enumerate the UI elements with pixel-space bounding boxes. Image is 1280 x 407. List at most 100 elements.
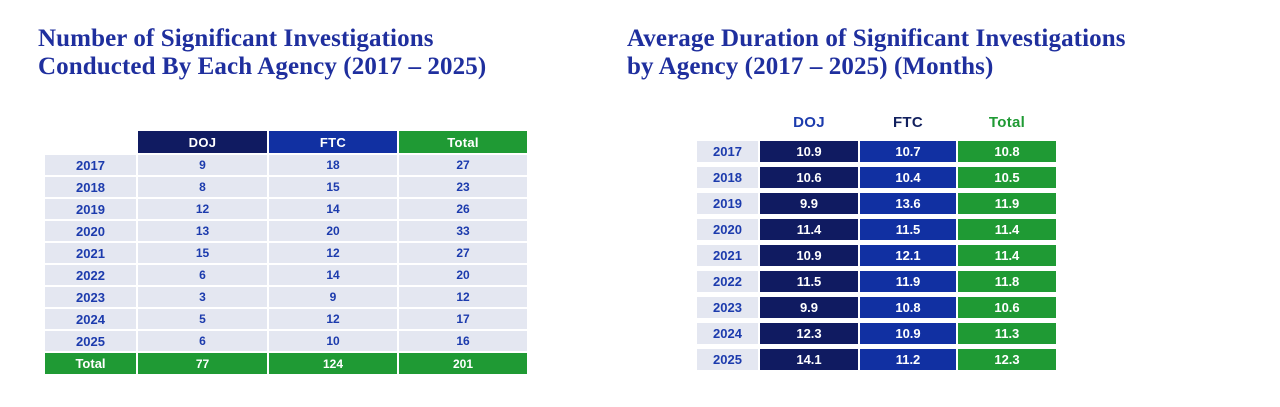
year-cell: 2025	[45, 331, 136, 351]
value-cell: 201	[399, 353, 527, 374]
table-row: 2023 9.9 10.8 10.6	[697, 297, 1056, 318]
value-cell: 12	[138, 199, 267, 219]
year-cell: 2019	[45, 199, 136, 219]
table-row: 2023 3 9 12	[45, 287, 527, 307]
value-cell: 33	[399, 221, 527, 241]
value-cell: 9.9	[760, 193, 858, 214]
year-cell: 2025	[697, 349, 758, 370]
year-cell: 2023	[697, 297, 758, 318]
table-row: 2022 11.5 11.9 11.8	[697, 271, 1056, 292]
doj-column-header: DOJ	[793, 113, 825, 131]
value-cell: 23	[399, 177, 527, 197]
year-cell: 2024	[697, 323, 758, 344]
year-cell: 2019	[697, 193, 758, 214]
year-cell: 2021	[697, 245, 758, 266]
table-row: 2020 11.4 11.5 11.4	[697, 219, 1056, 240]
value-cell: 10.5	[958, 167, 1056, 188]
value-cell: 9	[269, 287, 397, 307]
year-cell: Total	[45, 353, 136, 374]
value-cell: 20	[269, 221, 397, 241]
value-cell: 18	[269, 155, 397, 175]
value-cell: 11.2	[860, 349, 956, 370]
table-row: 2025 6 10 16	[45, 331, 527, 351]
value-cell: 13	[138, 221, 267, 241]
value-cell: 124	[269, 353, 397, 374]
year-cell: 2018	[45, 177, 136, 197]
table-row: 2021 15 12 27	[45, 243, 527, 263]
year-cell: 2017	[697, 141, 758, 162]
table-body: 2017 10.9 10.7 10.8 2018 10.6 10.4 10.5 2019 9.9 1…	[697, 141, 1056, 370]
header-spacer-cell	[45, 131, 136, 153]
table-row: 2024 5 12 17	[45, 309, 527, 329]
year-cell: 2020	[45, 221, 136, 241]
value-cell: 12	[269, 309, 397, 329]
table-row: 2024 12.3 10.9 11.3	[697, 323, 1056, 344]
value-cell: 11.8	[958, 271, 1056, 292]
value-cell: 16	[399, 331, 527, 351]
value-cell: 11.4	[760, 219, 858, 240]
value-cell: 12	[399, 287, 527, 307]
table-row: 2020 13 20 33	[45, 221, 527, 241]
table-row: 2021 10.9 12.1 11.4	[697, 245, 1056, 266]
table-row: 2017 10.9 10.7 10.8	[697, 141, 1056, 162]
table-row: 2025 14.1 11.2 12.3	[697, 349, 1056, 370]
table-row: 2017 9 18 27	[45, 155, 527, 175]
value-cell: 26	[399, 199, 527, 219]
value-cell: 10	[269, 331, 397, 351]
year-cell: 2020	[697, 219, 758, 240]
value-cell: 12.3	[760, 323, 858, 344]
value-cell: 10.9	[760, 141, 858, 162]
value-cell: 3	[138, 287, 267, 307]
value-cell: 8	[138, 177, 267, 197]
total-column-header: Total	[988, 113, 1026, 131]
value-cell: 11.5	[760, 271, 858, 292]
value-cell: 10.6	[760, 167, 858, 188]
value-cell: 27	[399, 155, 527, 175]
value-cell: 15	[138, 243, 267, 263]
value-cell: 17	[399, 309, 527, 329]
investigations-count-table: DOJ FTC Total 2017 9 18 27 2018 8 15 23 2019 12 14…	[45, 131, 527, 376]
value-cell: 9.9	[760, 297, 858, 318]
value-cell: 27	[399, 243, 527, 263]
table-row: 2019 12 14 26	[45, 199, 527, 219]
value-cell: 10.9	[760, 245, 858, 266]
value-cell: 12	[269, 243, 397, 263]
value-cell: 20	[399, 265, 527, 285]
value-cell: 11.9	[958, 193, 1056, 214]
value-cell: 12.1	[860, 245, 956, 266]
value-cell: 6	[138, 265, 267, 285]
value-cell: 5	[138, 309, 267, 329]
right-chart-title: Average Duration of Significant Investig…	[627, 25, 1126, 81]
value-cell: 14	[269, 265, 397, 285]
table-row: 2019 9.9 13.6 11.9	[697, 193, 1056, 214]
year-cell: 2017	[45, 155, 136, 175]
value-cell: 6	[138, 331, 267, 351]
year-cell: 2022	[45, 265, 136, 285]
value-cell: 10.6	[958, 297, 1056, 318]
value-cell: 10.7	[860, 141, 956, 162]
value-cell: 11.9	[860, 271, 956, 292]
ftc-column-header: FTC	[892, 113, 924, 131]
table-body: 2017 9 18 27 2018 8 15 23 2019 12 14 26 2020 13 20 33 20…	[45, 155, 527, 374]
year-cell: 2022	[697, 271, 758, 292]
value-cell: 77	[138, 353, 267, 374]
total-row: Total 77 124 201	[45, 353, 527, 374]
doj-column-header: DOJ	[138, 131, 267, 153]
value-cell: 12.3	[958, 349, 1056, 370]
year-cell: 2018	[697, 167, 758, 188]
value-cell: 10.9	[860, 323, 956, 344]
left-title-line2: Conducted By Each Agency (2017 – 2025)	[38, 53, 487, 80]
value-cell: 11.5	[860, 219, 956, 240]
total-column-header: Total	[399, 131, 527, 153]
value-cell: 13.6	[860, 193, 956, 214]
left-title-line1: Number of Significant Investigations	[38, 25, 434, 52]
value-cell: 10.4	[860, 167, 956, 188]
table-row: 2022 6 14 20	[45, 265, 527, 285]
year-cell: 2021	[45, 243, 136, 263]
value-cell: 10.8	[860, 297, 956, 318]
value-cell: 14	[269, 199, 397, 219]
value-cell: 11.4	[958, 245, 1056, 266]
header-spacer-cell	[697, 112, 758, 132]
table-row: 2018 10.6 10.4 10.5	[697, 167, 1056, 188]
